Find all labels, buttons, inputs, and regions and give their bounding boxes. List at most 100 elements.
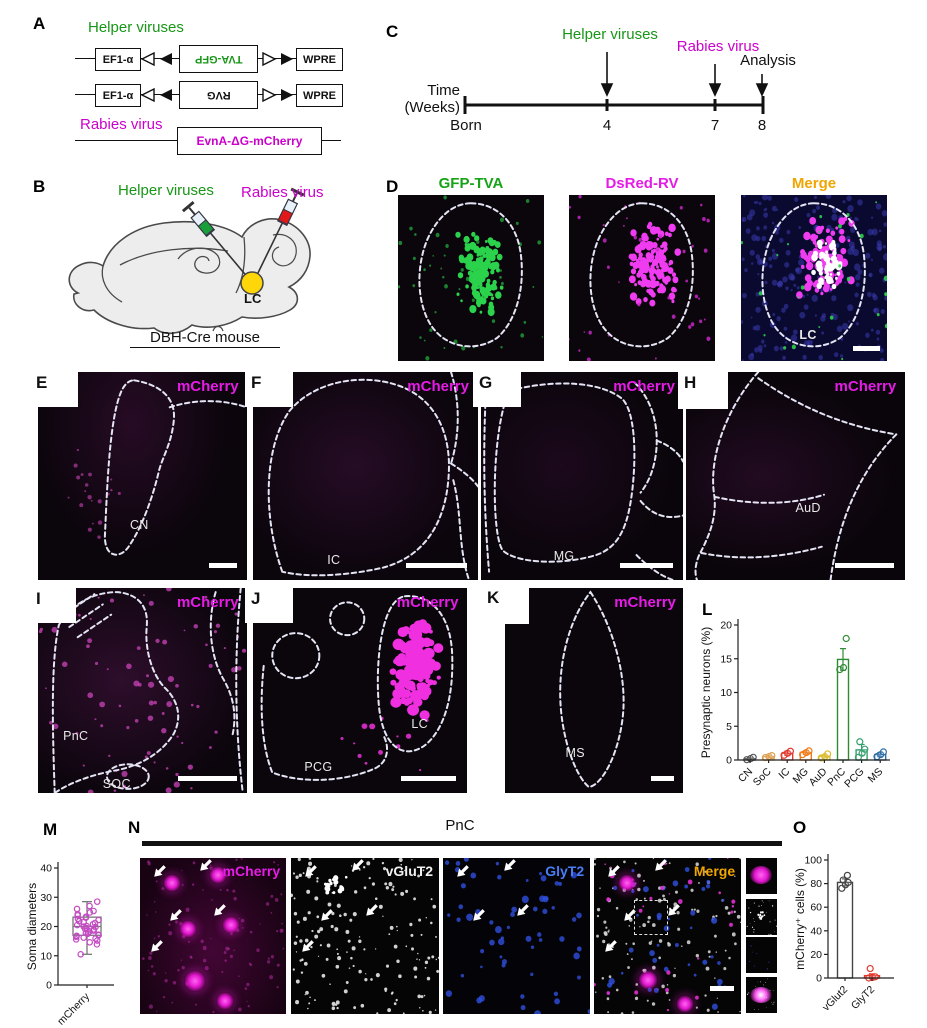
panel-h-label: H — [678, 371, 728, 409]
gene-box: RVG — [179, 81, 258, 109]
region-label-lc: LC — [411, 717, 428, 732]
channel-title-gfp-tva: GFP-TVA — [438, 175, 504, 192]
svg-text:MS: MS — [866, 766, 886, 786]
lc-dashed-outline — [569, 195, 715, 361]
panel-b-label: B — [33, 177, 46, 196]
pnc-micrograph-glyt2: GlyT2 — [443, 858, 590, 1014]
cerebellum-folds — [271, 233, 297, 267]
cn-dashed-outline — [38, 372, 247, 580]
svg-text:20: 20 — [810, 949, 822, 961]
panel-o-label: O — [793, 818, 807, 837]
marker-label: mCherry — [176, 378, 239, 396]
channel-title-merge: Merge — [791, 175, 837, 192]
lc-dashed-outline — [741, 195, 887, 361]
panel-g-label: G — [473, 371, 521, 407]
panel-a-title: Helper viruses — [88, 19, 184, 36]
svg-text:GlyT2: GlyT2 — [849, 984, 877, 1012]
rabies-virus-label: Rabies virus — [80, 116, 163, 133]
mg-dashed-outline — [481, 372, 683, 580]
pnc-micrograph-mcherry: mCherry — [140, 858, 286, 1014]
timeline-event-helper: Helper viruses — [562, 26, 658, 43]
panel-d-label: D — [386, 177, 399, 196]
micrograph-merge: LC — [741, 195, 887, 361]
lox-sites-left — [141, 88, 172, 102]
neuron — [215, 992, 234, 1011]
inset-vglut2 — [746, 899, 777, 935]
channel-label-mcherry: mCherry — [222, 862, 281, 879]
marker-label: mCherry — [614, 594, 676, 612]
scale-bar — [406, 562, 467, 568]
inset-cell — [750, 866, 772, 884]
marker-label: mCherry — [613, 378, 675, 396]
lox-sites-left — [141, 52, 172, 66]
pnc-dashed-outline — [38, 588, 247, 793]
mouse-line-caption: DBH-Cre mouse — [130, 329, 280, 348]
panel-m-label: M — [43, 820, 58, 839]
pnc-micrograph-vglut2: vGluT2 — [291, 858, 439, 1014]
svg-text:Soma diameters: Soma diameters — [25, 883, 39, 970]
region-label-ic: IC — [327, 552, 341, 567]
lox-sites-right — [262, 52, 293, 66]
svg-text:15: 15 — [720, 653, 732, 665]
channel-label-merge: Merge — [693, 862, 736, 879]
rabies-syringe — [255, 187, 305, 278]
brainstem-notch — [212, 325, 224, 332]
svg-text:mCherry⁺ cells (%): mCherry⁺ cells (%) — [793, 868, 807, 970]
pcg-lc-dashed-outline — [253, 588, 467, 793]
marker-label: mCherry — [176, 594, 239, 612]
marker-label: mCherry — [834, 378, 897, 396]
svg-text:20: 20 — [40, 921, 52, 933]
promoter-box: EF1-α — [95, 84, 141, 107]
svg-text:AuD: AuD — [807, 765, 830, 788]
neuron — [638, 970, 659, 991]
scale-bar — [853, 346, 880, 352]
panel-k-label: K — [481, 586, 529, 624]
svg-text:IC: IC — [776, 765, 792, 781]
svg-text:100: 100 — [804, 855, 822, 867]
region-label-pcg: PCG — [304, 760, 333, 775]
region-label-soc: SOC — [102, 776, 131, 791]
svg-text:10: 10 — [720, 687, 732, 699]
scale-bar — [834, 562, 895, 568]
ms-dashed-outline — [505, 588, 683, 793]
zoom-region-box — [633, 900, 669, 935]
timeline-tick-7: 7 — [710, 117, 720, 134]
timeline-tick-8: 8 — [757, 117, 767, 134]
region-label-aud: AuD — [795, 500, 821, 515]
scale-bar — [178, 775, 237, 781]
lc-target-circle — [240, 271, 264, 295]
region-label-pnc: PnC — [63, 729, 89, 744]
micrograph-mg: mCherry MG — [481, 372, 683, 580]
neuron — [221, 915, 240, 934]
timeline-event-rabies: Rabies virus — [676, 38, 760, 55]
panel-a-label: A — [33, 14, 46, 33]
panel-n-label: N — [128, 818, 141, 837]
svg-text:mCherry: mCherry — [55, 990, 92, 1027]
inset-glyt2 — [746, 937, 777, 973]
cortex-line — [119, 247, 229, 266]
neuron — [617, 873, 636, 892]
neuron — [163, 873, 182, 892]
svg-text:80: 80 — [810, 878, 822, 890]
rabies-virus-label: Rabies virus — [241, 184, 324, 201]
helper-viruses-label: Helper viruses — [118, 182, 214, 199]
micrograph-gfp-tva — [398, 195, 544, 361]
svg-text:30: 30 — [40, 892, 52, 904]
brain-outline — [68, 218, 311, 335]
panel-e-label: E — [30, 371, 78, 407]
svg-text:MG: MG — [790, 766, 810, 786]
mouse-brain-diagram — [68, 187, 311, 335]
scale-bar — [650, 775, 675, 781]
micrograph-ms: mCherry MS — [505, 588, 683, 793]
helper-syringe — [181, 200, 250, 280]
timeline-arrows — [600, 52, 769, 97]
neuron — [676, 995, 695, 1014]
svg-text:Presynaptic neurons (%): Presynaptic neurons (%) — [699, 627, 713, 758]
timeline-tick-4: 4 — [602, 117, 612, 134]
neuron — [179, 920, 198, 939]
timeline-event-analysis: Analysis — [740, 52, 796, 69]
micrograph-dsred-rv — [569, 195, 715, 361]
svg-text:SoC: SoC — [751, 765, 774, 788]
